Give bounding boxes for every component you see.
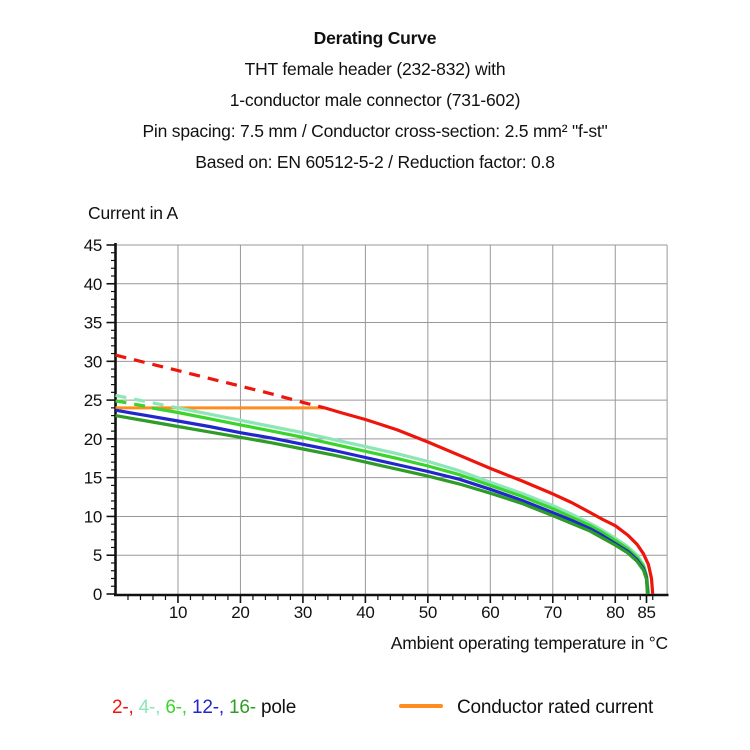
x-tick-label-40: 40 [356, 603, 374, 622]
rated-current-label: Conductor rated current [457, 697, 654, 718]
chart-subtitle-1: THT female header (232-832) with [244, 59, 506, 79]
x-tick-label-85: 85 [637, 603, 655, 622]
pole-legend: 2-, 4-, 6-, 12-, 16- pole [112, 697, 296, 719]
y-axis-title: Current in A [88, 203, 179, 223]
legend-item-6-pole: 6-, [165, 697, 192, 718]
y-tick-label-20: 20 [84, 430, 102, 449]
rated-current-swatch [399, 704, 443, 709]
legend-item-16-pole: 16- [229, 697, 261, 718]
chart-title-block: Derating Curve THT female header (232-83… [0, 23, 750, 178]
x-tick-label-70: 70 [544, 603, 562, 622]
x-axis-title: Ambient operating temperature in °C [390, 633, 668, 653]
chart-subtitle-3: Pin spacing: 7.5 mm / Conductor cross-se… [142, 121, 608, 141]
y-tick-label-40: 40 [84, 275, 102, 294]
curve-6-pole-dashed [115, 399, 153, 410]
curve-4-pole [177, 406, 651, 595]
chart-subtitle-2: 1-conductor male connector (731-602) [229, 90, 521, 110]
curve-4-pole-dashed [115, 393, 179, 410]
chart-subtitle-4: Based on: EN 60512-5-2 / Reduction facto… [195, 152, 555, 172]
curve-6-pole [151, 406, 650, 595]
y-tick-label-30: 30 [84, 352, 102, 371]
y-tick-label-45: 45 [84, 236, 102, 255]
x-tick-label-20: 20 [231, 603, 249, 622]
rated-current-legend: Conductor rated current [399, 697, 653, 719]
y-tick-label-15: 15 [84, 469, 102, 488]
x-tick-label-60: 60 [481, 603, 499, 622]
x-tick-label-80: 80 [606, 603, 624, 622]
y-tick-label-10: 10 [84, 507, 102, 526]
x-tick-label-10: 10 [169, 603, 187, 622]
y-tick-label-0: 0 [93, 585, 102, 604]
y-tick-label-5: 5 [93, 546, 102, 565]
legend-item-4-pole: 4-, [138, 697, 166, 718]
legend-pole-suffix: pole [260, 697, 297, 718]
legend-item-12-pole: 12-, [191, 697, 229, 718]
x-tick-label-30: 30 [294, 603, 312, 622]
curve-2-pole [324, 406, 655, 595]
chart-title: Derating Curve [313, 28, 437, 48]
x-tick-label-50: 50 [419, 603, 437, 622]
y-tick-label-25: 25 [84, 391, 102, 410]
curve-16-pole [115, 414, 649, 595]
legend-item-2-pole: 2-, [112, 697, 139, 718]
y-tick-label-35: 35 [84, 314, 102, 333]
